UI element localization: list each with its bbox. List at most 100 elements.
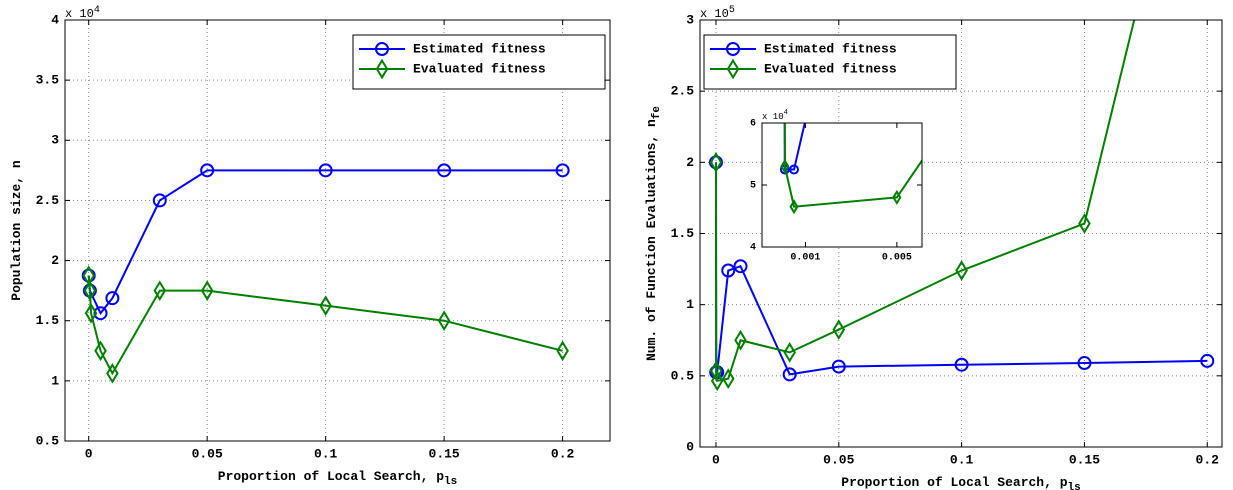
legend-box xyxy=(352,34,606,90)
series-layer xyxy=(81,163,570,384)
y-multiplier-exponent: 5 xyxy=(729,5,735,16)
y-tick-label: 2.5 xyxy=(671,84,695,99)
x-tick-label: 0.15 xyxy=(1069,452,1100,467)
marker xyxy=(1077,356,1092,371)
y-tick-label: 3 xyxy=(686,12,694,27)
plot-area xyxy=(762,123,922,247)
marker xyxy=(733,259,748,274)
series-layer xyxy=(708,20,1215,392)
y-multiplier-base: x 10 xyxy=(762,112,784,122)
marker xyxy=(93,306,108,321)
marker xyxy=(200,163,215,178)
marker xyxy=(955,260,968,281)
x-tick-label: 0.2 xyxy=(1196,452,1220,467)
x-axis-label-text: Proportion of Local Search, p xyxy=(841,475,1067,490)
chart: 0 0.05 0.1 0.15 0.20.511.522.533.54 x 104Prop… xyxy=(9,5,611,488)
y-tick-label: 1 xyxy=(51,373,59,388)
marker xyxy=(789,199,799,215)
y-tick-label: 0.5 xyxy=(36,433,60,448)
series-layer xyxy=(779,123,922,215)
y-multiplier-base: x 10 xyxy=(65,7,94,21)
marker xyxy=(954,357,969,372)
y-multiplier-exponent: 4 xyxy=(784,109,788,117)
y-multiplier: x 104 xyxy=(762,109,788,123)
y-tick-label: 1 xyxy=(686,297,694,312)
y-tick-label: 1.5 xyxy=(671,226,695,241)
x-axis-label: Proportion of Local Search, pls xyxy=(218,469,457,487)
marker xyxy=(780,158,790,174)
x-tick-label: 0.005 xyxy=(882,253,912,264)
legend-label: Evaluated fitness xyxy=(413,61,546,76)
series-line xyxy=(714,20,1136,383)
y-tick-label: 4 xyxy=(750,243,756,254)
marker xyxy=(726,42,740,56)
marker xyxy=(782,367,797,382)
x-tick-label: 0.2 xyxy=(551,446,575,461)
y-axis-label-text: Population size, n xyxy=(9,160,24,301)
marker xyxy=(152,193,167,208)
x-tick-label: 0.1 xyxy=(314,446,338,461)
y-tick-label: 3 xyxy=(51,133,59,148)
marker xyxy=(831,359,846,374)
marker xyxy=(153,280,167,301)
x-tick-label: 0 xyxy=(85,446,93,461)
x-tick-label: 0.05 xyxy=(192,446,223,461)
marker xyxy=(1078,213,1091,234)
axes-frame xyxy=(761,122,923,248)
legend: Estimated fitness Evaluated fitness xyxy=(352,34,606,90)
axes-frame xyxy=(699,19,1223,448)
x-axis-label-subscript: ls xyxy=(444,476,457,488)
y-tick-label: 2 xyxy=(686,155,694,170)
marker xyxy=(556,340,569,362)
y-tick-label: 2 xyxy=(51,253,59,268)
marker xyxy=(318,163,333,178)
y-axis-label-text: Num. of Function Evaluations, n xyxy=(644,119,659,361)
legend-box xyxy=(703,34,957,90)
y-axis-label-subscript: fe xyxy=(651,106,663,120)
x-axis-label-subscript: ls xyxy=(1068,482,1081,490)
marker xyxy=(726,58,740,80)
y-multiplier-base: x 10 xyxy=(700,7,729,21)
marker xyxy=(783,342,796,363)
marker xyxy=(832,319,846,340)
y-tick-label: 4 xyxy=(51,12,59,27)
marker xyxy=(83,280,97,301)
marker xyxy=(710,370,724,392)
marker xyxy=(1200,353,1215,368)
marker xyxy=(789,164,799,175)
series-line xyxy=(87,275,563,376)
x-tick-label: 0.001 xyxy=(790,253,820,264)
legend-label: Estimated fitness xyxy=(413,41,546,56)
x-tick-label: 0 xyxy=(712,452,720,467)
x-tick-label: 0.05 xyxy=(823,452,854,467)
x-axis-label: Proportion of Local Search, pls xyxy=(841,475,1080,490)
y-tick-label: 6 xyxy=(750,119,756,130)
marker xyxy=(555,163,570,178)
y-tick-label: 5 xyxy=(750,181,756,192)
y-multiplier: x 105 xyxy=(700,5,735,22)
marker xyxy=(721,368,735,390)
y-axis-label: Num. of Function Evaluations, nfe xyxy=(644,106,662,361)
marker xyxy=(200,280,214,301)
x-tick-label: 0.15 xyxy=(429,446,460,461)
legend-label: Estimated fitness xyxy=(764,41,897,56)
axes-frame xyxy=(64,19,611,442)
y-tick-label: 1.5 xyxy=(36,313,60,328)
plot-area xyxy=(65,20,610,441)
series-line xyxy=(87,169,563,316)
marker xyxy=(106,363,119,384)
marker xyxy=(892,189,902,205)
y-multiplier-exponent: 4 xyxy=(94,5,100,16)
marker xyxy=(721,263,736,278)
marker xyxy=(105,291,120,306)
y-tick-label: 3.5 xyxy=(36,73,60,88)
marker xyxy=(709,360,723,382)
series-line xyxy=(783,123,922,208)
x-tick-label: 0.1 xyxy=(950,452,974,467)
x-axis-label-text: Proportion of Local Search, p xyxy=(218,469,444,484)
marker xyxy=(94,340,107,362)
y-tick-label: 0 xyxy=(686,439,694,454)
marker xyxy=(437,310,451,332)
chart: 0 0.05 0.1 0.15 0.200.511.522.53 x 105Proport… xyxy=(644,5,1223,490)
